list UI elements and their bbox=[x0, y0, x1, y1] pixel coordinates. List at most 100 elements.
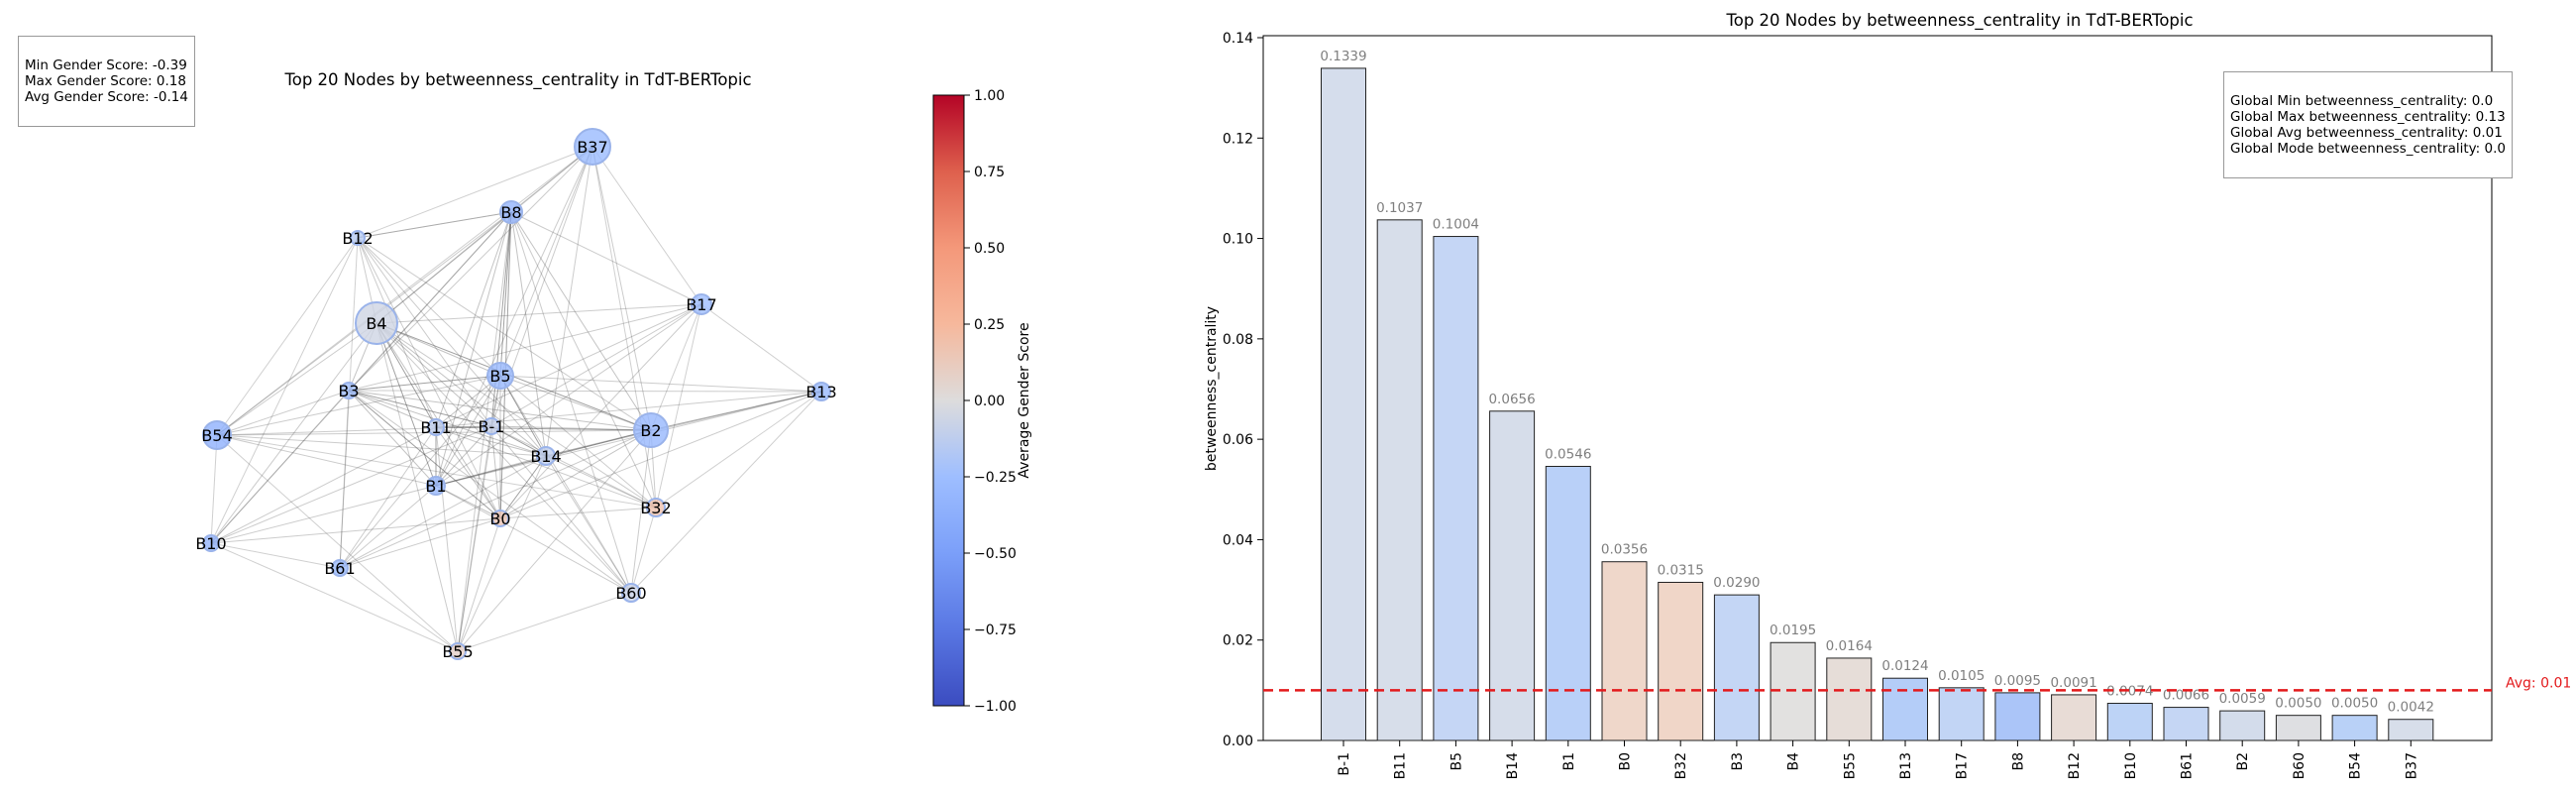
graph-edge bbox=[457, 517, 501, 652]
x-tick-label: B17 bbox=[1955, 752, 1971, 779]
graph-edge bbox=[357, 237, 547, 457]
y-tick-label: 0.04 bbox=[1223, 532, 1253, 548]
bar bbox=[1376, 219, 1423, 741]
graph-edge bbox=[216, 425, 492, 436]
x-tick-label: B3 bbox=[1730, 752, 1746, 771]
graph-edge bbox=[210, 322, 377, 544]
colorbar-tick-label: −0.75 bbox=[974, 623, 1017, 638]
graph-edge bbox=[591, 146, 702, 305]
stat-line: Global Avg betweenness_centrality: 0.01 bbox=[2230, 125, 2503, 141]
graph-node-label: B54 bbox=[201, 426, 232, 445]
bar bbox=[1994, 692, 2041, 741]
x-tick-label: B10 bbox=[2123, 752, 2139, 779]
graph-edge bbox=[210, 542, 341, 569]
plot-area bbox=[1262, 35, 2493, 741]
x-tick-label: B12 bbox=[2067, 752, 2083, 779]
x-tick-label: B8 bbox=[2010, 752, 2026, 771]
graph-edge bbox=[376, 322, 547, 457]
graph-node: B37 bbox=[574, 128, 611, 166]
graph-edge bbox=[348, 390, 437, 428]
graph-node-label: B12 bbox=[342, 229, 373, 248]
graph-edge bbox=[435, 485, 501, 519]
graph-edge bbox=[650, 391, 822, 431]
graph-edge bbox=[499, 375, 652, 431]
graph-node-label: B17 bbox=[686, 295, 716, 314]
graph-edge bbox=[357, 237, 437, 428]
colorbar-tick-label: 0.00 bbox=[974, 394, 1005, 409]
graph-edge bbox=[348, 375, 501, 392]
graph-node-label: B1 bbox=[425, 477, 446, 496]
graph-node-circle bbox=[691, 293, 712, 315]
graph-nodes: B37 B8 B12 B17 B4 B5 B3 B13 B54 B11 B-1 B2 B14 B1 B32 B… bbox=[195, 128, 837, 661]
graph-edge bbox=[357, 211, 512, 239]
y-tick-label: 0.10 bbox=[1223, 232, 1253, 248]
graph-edge bbox=[435, 303, 702, 487]
colorbar-tick-label: 0.75 bbox=[974, 165, 1005, 180]
graph-node-circle bbox=[340, 382, 358, 399]
colorbar-ticks: 1.00 0.75 0.50 0.25 0.00 −0.25 −0.50 −0.75 −1.00 bbox=[964, 88, 1017, 715]
graph-edge bbox=[348, 146, 593, 392]
graph-edge bbox=[348, 390, 492, 427]
colorbar-label: Average Gender Score bbox=[1017, 322, 1032, 478]
graph-edge bbox=[210, 390, 350, 544]
x-tick-label: B55 bbox=[1842, 752, 1858, 779]
graph-edge bbox=[700, 303, 822, 393]
graph-edge bbox=[348, 390, 632, 594]
graph-edge bbox=[510, 211, 547, 457]
graph-node: B61 bbox=[324, 559, 356, 578]
graph-edge bbox=[210, 542, 459, 652]
graph-node-label: B5 bbox=[489, 367, 510, 386]
graph-edge bbox=[630, 507, 657, 594]
graph-node: B17 bbox=[686, 293, 717, 315]
bar bbox=[1321, 67, 1366, 741]
graph-edge bbox=[499, 146, 593, 377]
graph-node-label: B14 bbox=[530, 447, 561, 466]
bar-value-label: 0.1004 bbox=[1433, 217, 1479, 233]
graph-edge bbox=[376, 322, 501, 377]
bar bbox=[1826, 657, 1873, 741]
graph-edge bbox=[216, 434, 657, 509]
graph-edge bbox=[357, 211, 512, 239]
graph-edge bbox=[490, 425, 652, 431]
graph-edge bbox=[435, 426, 657, 509]
colorbar: 1.00 0.75 0.50 0.25 0.00 −0.25 −0.50 −0.75 −1.00… bbox=[932, 88, 1032, 715]
graph-edge bbox=[490, 303, 702, 427]
graph-edge bbox=[510, 211, 652, 431]
graph-node-circle bbox=[202, 420, 232, 450]
graph-node-label: B0 bbox=[489, 510, 510, 528]
graph-node: B55 bbox=[442, 642, 474, 661]
graph-node: B10 bbox=[195, 534, 227, 553]
graph-edge bbox=[499, 455, 547, 519]
graph-edge bbox=[210, 211, 512, 544]
bar bbox=[2051, 694, 2097, 741]
graph-node-label: B10 bbox=[195, 534, 226, 553]
graph-node: B60 bbox=[615, 583, 647, 603]
bar-value-label: 0.0290 bbox=[1713, 575, 1760, 591]
bar-chart: 0.000.020.040.060.080.100.120.14 0.13390… bbox=[1204, 31, 2571, 779]
graph-edge bbox=[339, 517, 501, 569]
graph-edge bbox=[339, 485, 437, 569]
graph-node-circle bbox=[426, 476, 446, 496]
colorbar-tick-label: −0.25 bbox=[974, 470, 1017, 486]
x-tick-label: B54 bbox=[2348, 752, 2364, 780]
graph-edge bbox=[339, 455, 547, 569]
graph-edge bbox=[499, 429, 652, 519]
graph-edge bbox=[655, 391, 822, 509]
bar-value-label: 0.0059 bbox=[2219, 691, 2266, 707]
graph-edge bbox=[357, 237, 492, 427]
y-tick-label: 0.00 bbox=[1223, 734, 1253, 749]
graph-edge bbox=[216, 146, 593, 436]
graph-edge bbox=[650, 303, 702, 431]
graph-edge bbox=[499, 391, 822, 519]
graph-edge bbox=[630, 391, 822, 594]
graph-node: B13 bbox=[805, 382, 837, 401]
graph-edge bbox=[457, 455, 547, 652]
bar-value-label: 0.0315 bbox=[1658, 562, 1704, 578]
bar bbox=[1545, 465, 1591, 741]
colorbar-tick-label: 0.25 bbox=[974, 317, 1005, 333]
bar bbox=[1601, 561, 1648, 741]
graph-edge bbox=[435, 391, 822, 428]
graph-node: B2 bbox=[633, 412, 669, 448]
network-graph: B37 B8 B12 B17 B4 B5 B3 B13 B54 B11 B-1 B2 B14 B1 B32 B… bbox=[195, 128, 837, 661]
x-tick-label: B5 bbox=[1449, 752, 1464, 771]
